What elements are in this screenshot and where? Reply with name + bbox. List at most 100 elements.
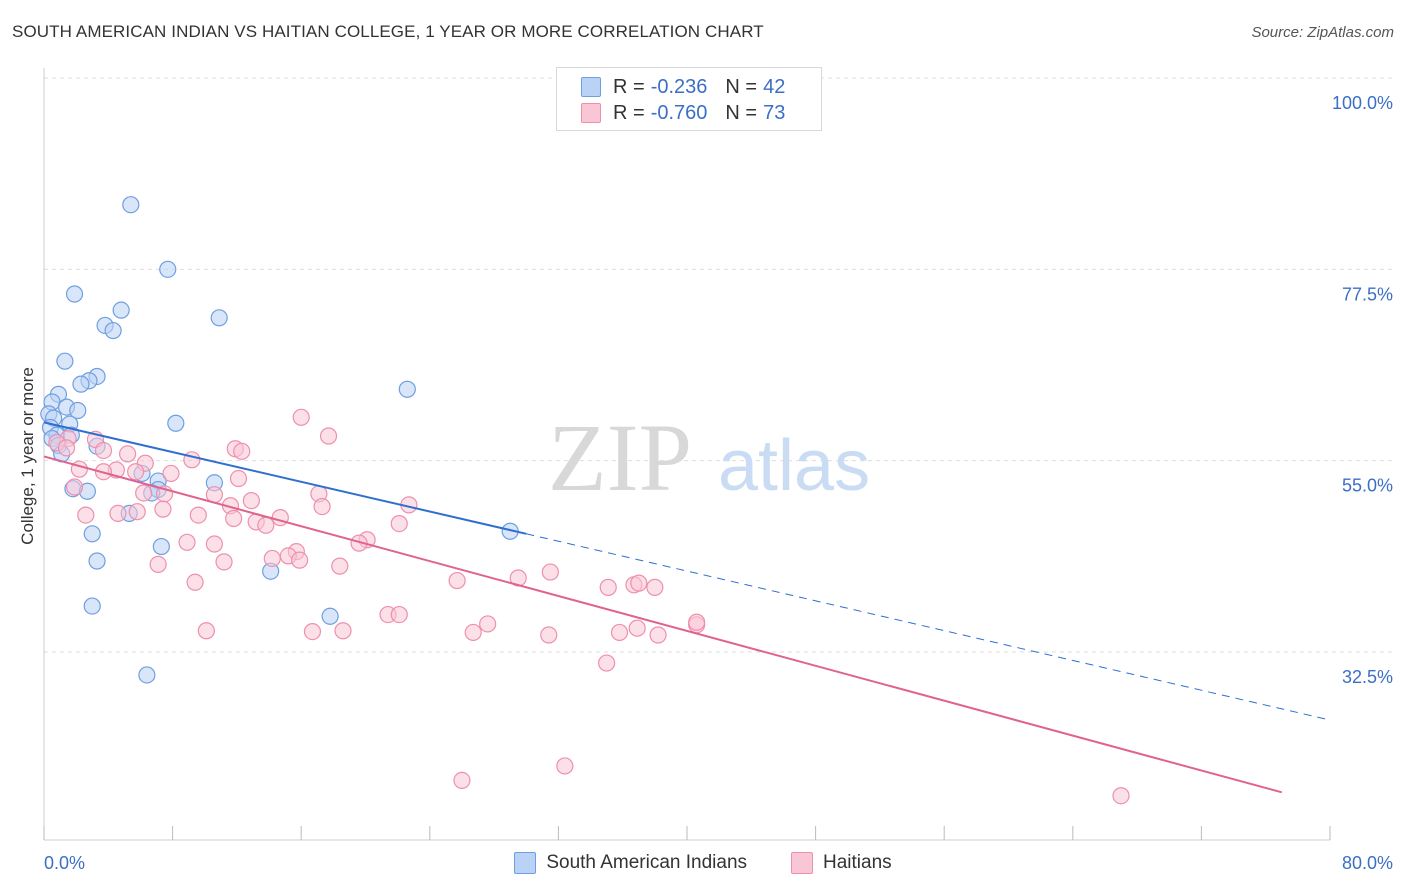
series-legend: South American Indians Haitians	[0, 852, 1406, 874]
south-american-indian-point	[88, 552, 106, 570]
haitian-point	[630, 574, 648, 592]
south-american-indian-point	[72, 375, 90, 393]
haitian-point	[271, 509, 289, 527]
haitian-point	[263, 549, 281, 568]
south-american-indian-point	[104, 321, 122, 340]
south-american-indian-point	[122, 196, 140, 214]
legend-swatch-blue	[514, 852, 537, 874]
y-tick-label: 55.0%	[1342, 476, 1393, 496]
south-american-indian-trend-line	[43, 421, 527, 535]
south-american-indian-trend-extension	[526, 533, 1331, 721]
haitian-point	[688, 613, 706, 631]
haitian-point	[646, 578, 664, 596]
south-american-indian-point	[83, 525, 101, 543]
haitian-point	[162, 464, 180, 483]
haitian-point	[225, 509, 243, 528]
legend-label: Haitians	[823, 852, 892, 873]
haitian-point	[149, 555, 167, 574]
haitian-point	[94, 441, 113, 460]
haitian-point	[334, 622, 352, 640]
haitian-point	[154, 500, 172, 518]
south-american-indian-point	[159, 260, 177, 278]
haitian-point	[290, 551, 309, 569]
legend-item-south-american-indians[interactable]: South American Indians	[514, 852, 747, 874]
r-value: -0.236	[650, 75, 708, 98]
haitian-point	[233, 442, 251, 460]
legend-label: South American Indians	[546, 852, 748, 873]
haitian-point	[479, 615, 497, 633]
haitian-point	[599, 578, 617, 596]
haitian-point	[183, 451, 201, 469]
stats-legend: R = -0.236 N = 42 R = -0.760 N = 73	[556, 67, 822, 131]
legend-swatch-blue	[581, 77, 601, 97]
south-american-indian-point	[167, 414, 185, 432]
south-american-indian-point	[65, 285, 84, 303]
haitian-point	[57, 439, 76, 457]
haitian-point	[390, 514, 408, 533]
haitian-point	[313, 497, 331, 516]
haitian-point	[229, 469, 248, 488]
south-american-indian-point	[321, 607, 339, 625]
haitian-point	[186, 573, 204, 591]
haitian-point	[556, 757, 574, 775]
haitian-point	[390, 605, 408, 624]
haitian-point	[331, 557, 349, 575]
haitian-point	[215, 553, 233, 571]
haitian-point	[540, 626, 558, 644]
n-value: 42	[763, 75, 786, 98]
haitian-point	[135, 484, 153, 502]
haitian-point	[127, 463, 145, 481]
stats-row-south-american-indians: R = -0.236 N = 42	[581, 75, 785, 99]
haitian-point	[464, 623, 482, 642]
y-axis-label: College, 1 year or more	[18, 367, 37, 545]
r-label: R =	[613, 101, 645, 124]
source-label: Source: ZipAtlas.com	[1251, 24, 1394, 41]
haitian-point	[649, 626, 667, 644]
n-label: N =	[725, 75, 758, 98]
haitian-point	[610, 623, 629, 642]
r-label: R =	[613, 75, 645, 98]
haitian-trend-line	[43, 455, 1283, 794]
legend-item-haitians[interactable]: Haitians	[791, 852, 892, 874]
haitian-point	[292, 408, 310, 426]
haitian-point	[448, 571, 466, 590]
south-american-indian-point	[210, 309, 228, 327]
haitian-point	[205, 535, 223, 553]
y-tick-label: 32.5%	[1342, 667, 1393, 687]
south-american-indian-point	[152, 537, 170, 556]
y-tick-label: 100.0%	[1332, 93, 1393, 113]
haitian-point	[598, 654, 616, 672]
haitian-point	[65, 478, 84, 496]
r-value: -0.760	[650, 101, 708, 124]
x-tick-label-max: 80.0%	[1342, 853, 1393, 873]
y-tick-label: 77.5%	[1342, 284, 1393, 304]
haitian-point	[257, 516, 275, 534]
haitian-point	[197, 622, 215, 640]
trend-lines	[43, 421, 1331, 794]
watermark-atlas: atlas	[718, 426, 870, 506]
gridlines	[44, 77, 1394, 653]
south-american-indian-point	[112, 301, 130, 319]
haitian-point	[189, 506, 207, 524]
haitian-point	[109, 504, 127, 522]
haitian-point	[453, 771, 471, 790]
watermark-zip: ZIP	[548, 404, 692, 511]
legend-swatch-pink	[581, 103, 601, 123]
haitian-point	[303, 622, 322, 641]
haitian-point	[541, 563, 559, 581]
haitian-point	[128, 503, 146, 521]
axes: 32.5% 55.0% 77.5% 100.0%	[43, 68, 1393, 841]
haitian-point	[77, 506, 95, 524]
haitian-point	[319, 427, 338, 445]
south-american-indian-point	[138, 666, 156, 684]
haitian-point	[1112, 787, 1130, 805]
haitian-point	[628, 619, 646, 637]
haitian-point	[118, 445, 137, 463]
n-value: 73	[763, 101, 786, 124]
south-american-indian-point	[83, 597, 101, 615]
data-points	[40, 196, 1130, 805]
south-american-indian-point	[398, 380, 416, 398]
chart-title: SOUTH AMERICAN INDIAN VS HAITIAN COLLEGE…	[12, 22, 764, 41]
x-tick-label-min: 0.0%	[44, 853, 85, 873]
